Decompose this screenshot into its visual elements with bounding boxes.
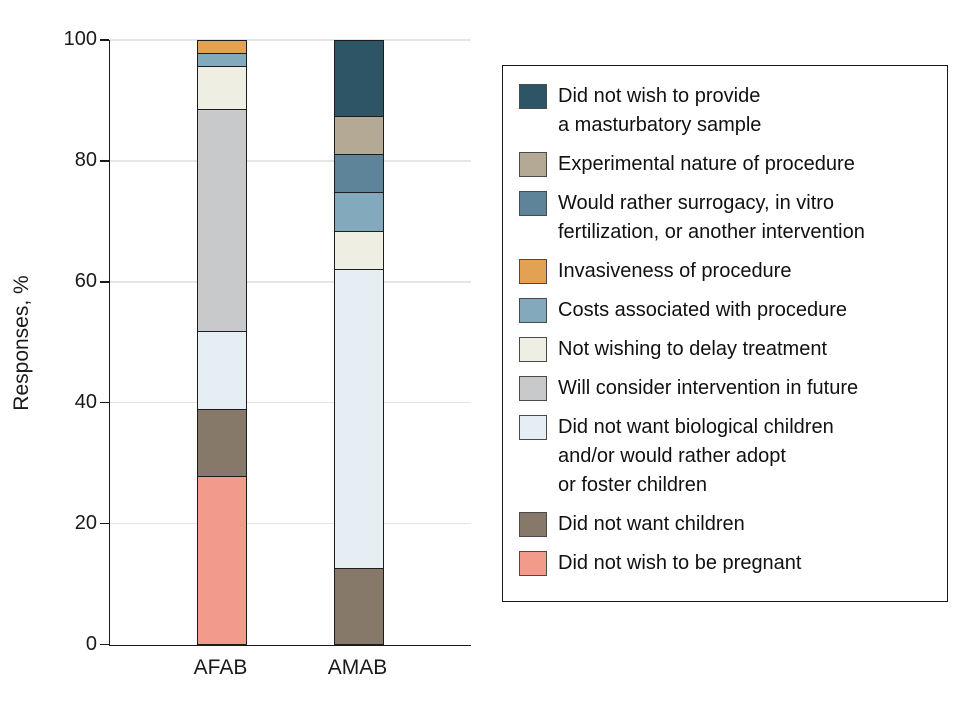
legend-swatch-pregnant xyxy=(519,551,547,576)
x-axis-label-amab: AMAB xyxy=(327,656,388,679)
legend-swatch-masturbatory xyxy=(519,84,547,109)
bar-segment-masturbatory xyxy=(334,41,383,117)
legend-item-biological: Did not want biological children and/or … xyxy=(519,413,939,500)
gridline-100 xyxy=(110,39,471,41)
bar-segment-children xyxy=(197,410,246,477)
bar-segment-experimental xyxy=(334,116,383,155)
legend-label-pregnant: Did not wish to be pregnant xyxy=(558,552,802,574)
legend-item-surrogacy: Would rather surrogacy, in vitro fertili… xyxy=(519,189,939,247)
legend-item-future: Will consider intervention in future xyxy=(519,374,939,403)
legend-item-experimental: Experimental nature of procedure xyxy=(519,150,939,179)
y-tick-label-40: 40 xyxy=(74,390,97,413)
legend-swatch-invasiveness xyxy=(519,259,547,284)
legend-box: Did not wish to provide a masturbatory s… xyxy=(502,65,948,602)
legend-item-children: Did not want children xyxy=(519,510,939,539)
bar-segment-delay xyxy=(334,231,383,270)
y-tick-label-80: 80 xyxy=(74,148,97,171)
y-tick-20 xyxy=(100,522,109,525)
bar-segment-future xyxy=(197,109,246,332)
y-tick-label-60: 60 xyxy=(74,269,97,292)
bar-segment-costs xyxy=(334,193,383,232)
bar-segment-invasiveness xyxy=(197,41,246,54)
legend-label-costs: Costs associated with procedure xyxy=(558,299,848,321)
bar-segment-children xyxy=(334,569,383,644)
legend-item-invasiveness: Invasiveness of procedure xyxy=(519,257,939,286)
y-tick-label-0: 0 xyxy=(85,632,97,655)
gridline-20 xyxy=(110,522,471,525)
legend-label-children: Did not want children xyxy=(558,513,745,535)
y-tick-label-20: 20 xyxy=(74,511,97,534)
gridline-60 xyxy=(110,281,471,283)
legend-label-future: Will consider intervention in future xyxy=(558,377,859,399)
bar-segment-surrogacy xyxy=(334,154,383,194)
y-axis-title: Responses, % xyxy=(10,275,33,411)
bar-segment-pregnant xyxy=(197,476,246,644)
bar-segment-costs xyxy=(197,53,246,67)
x-axis-label-afab: AFAB xyxy=(193,656,248,679)
legend-swatch-children xyxy=(519,512,547,537)
bar-amab xyxy=(333,40,384,645)
legend-label-masturbatory: Did not wish to provide a masturbatory s… xyxy=(558,85,762,136)
legend-swatch-delay xyxy=(519,337,547,362)
legend-label-experimental: Experimental nature of procedure xyxy=(558,153,855,175)
legend-label-delay: Not wishing to delay treatment xyxy=(558,338,828,360)
legend-swatch-experimental xyxy=(519,152,547,177)
legend-swatch-surrogacy xyxy=(519,191,547,216)
legend-label-biological: Did not want biological children and/or … xyxy=(558,416,834,496)
legend-label-invasiveness: Invasiveness of procedure xyxy=(558,260,792,282)
legend-swatch-future xyxy=(519,376,547,401)
gridline-40 xyxy=(110,401,471,404)
legend-swatch-biological xyxy=(519,415,547,440)
legend-label-surrogacy: Would rather surrogacy, in vitro fertili… xyxy=(558,192,865,243)
legend-swatch-costs xyxy=(519,298,547,323)
bar-segment-biological xyxy=(334,269,383,570)
bar-segment-delay xyxy=(197,66,246,110)
y-tick-0 xyxy=(100,643,109,646)
y-tick-80 xyxy=(100,160,109,162)
plot-area: 0 20 40 60 80 100 xyxy=(64,28,471,655)
y-tick-60 xyxy=(100,281,109,283)
bar-afab xyxy=(196,40,247,645)
legend-item-costs: Costs associated with procedure xyxy=(519,296,939,325)
y-tick-40 xyxy=(100,401,109,404)
y-tick-label-100: 100 xyxy=(63,28,97,51)
gridline-80 xyxy=(110,160,471,162)
y-tick-100 xyxy=(100,39,109,41)
legend-item-masturbatory: Did not wish to provide a masturbatory s… xyxy=(519,82,939,140)
bar-segment-biological xyxy=(197,331,246,411)
legend-item-delay: Not wishing to delay treatment xyxy=(519,335,939,364)
legend-item-pregnant: Did not wish to be pregnant xyxy=(519,549,939,578)
